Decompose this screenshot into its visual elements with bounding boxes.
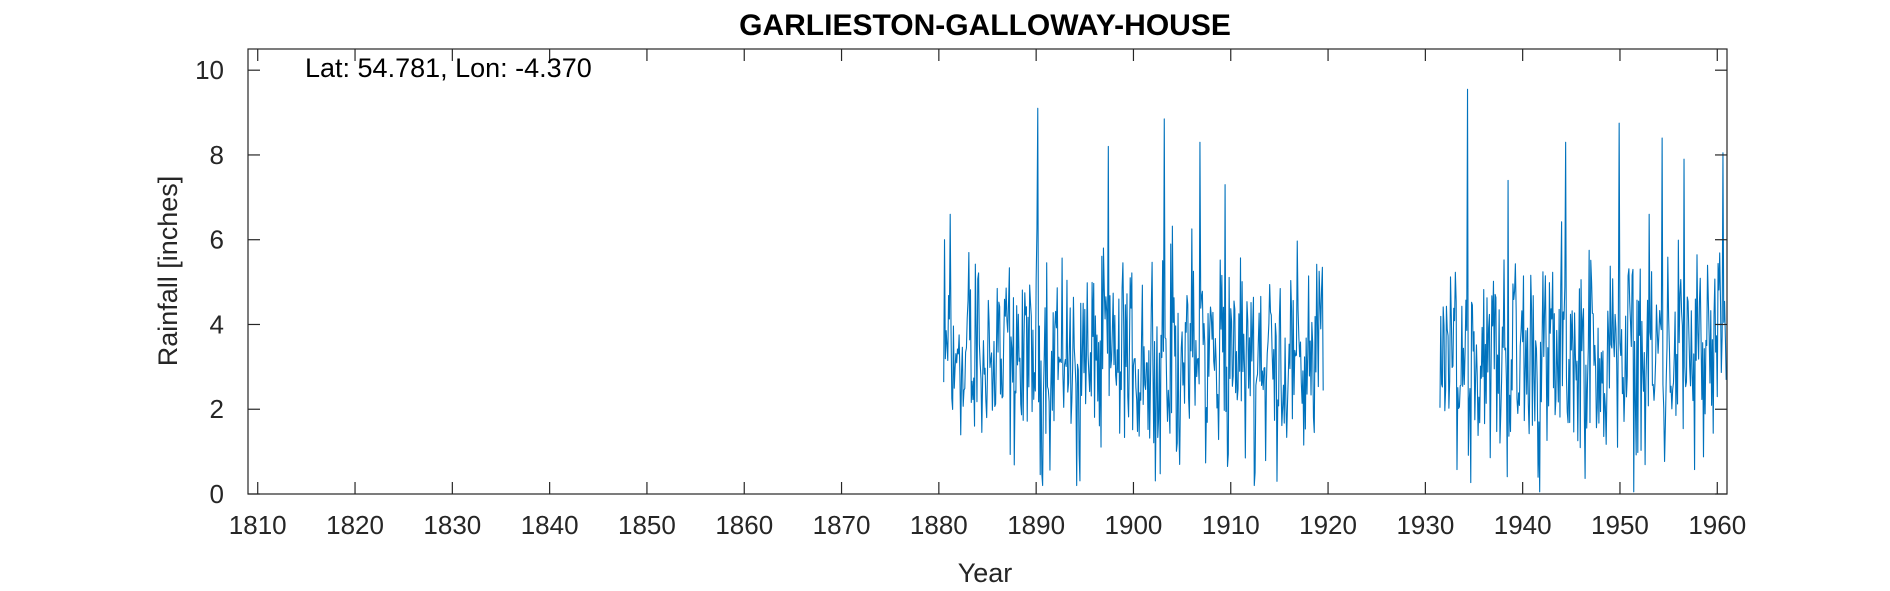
- x-tick-label: 1930: [1396, 510, 1454, 540]
- x-axis-label: Year: [958, 558, 1013, 588]
- y-axis-label: Rainfall [inches]: [153, 176, 183, 367]
- x-tick-label: 1870: [813, 510, 871, 540]
- y-tick-label: 6: [210, 225, 224, 255]
- x-tick-label: 1910: [1202, 510, 1260, 540]
- y-tick-label: 4: [210, 309, 224, 339]
- y-tick-label: 8: [210, 140, 224, 170]
- y-tick-label: 0: [210, 479, 224, 509]
- x-tick-label: 1850: [618, 510, 676, 540]
- x-tick-label: 1950: [1591, 510, 1649, 540]
- x-tick-label: 1880: [910, 510, 968, 540]
- x-tick-label: 1830: [423, 510, 481, 540]
- x-tick-label: 1810: [229, 510, 287, 540]
- data-layer: [943, 88, 1727, 493]
- rainfall-series-segment-1: [943, 107, 1324, 487]
- rainfall-series-segment-2: [1439, 88, 1727, 493]
- x-tick-label: 1890: [1007, 510, 1065, 540]
- axes: 1810 1820 1830 1840 1850 1860 1870 1880 1890 1900…: [195, 48, 1746, 540]
- x-tick-label: 1840: [521, 510, 579, 540]
- x-tick-label: 1900: [1105, 510, 1163, 540]
- x-tick-label: 1920: [1299, 510, 1357, 540]
- y-tick-label: 2: [210, 394, 224, 424]
- y-tick-label: 10: [195, 55, 224, 85]
- x-tick-label: 1860: [715, 510, 773, 540]
- x-tick-label: 1820: [326, 510, 384, 540]
- chart-title: GARLIESTON-GALLOWAY-HOUSE: [739, 9, 1231, 42]
- plot-frame: [247, 48, 1728, 495]
- location-annotation: Lat: 54.781, Lon: -4.370: [305, 53, 592, 83]
- x-tick-label: 1940: [1494, 510, 1552, 540]
- x-tick-label: 1960: [1688, 510, 1746, 540]
